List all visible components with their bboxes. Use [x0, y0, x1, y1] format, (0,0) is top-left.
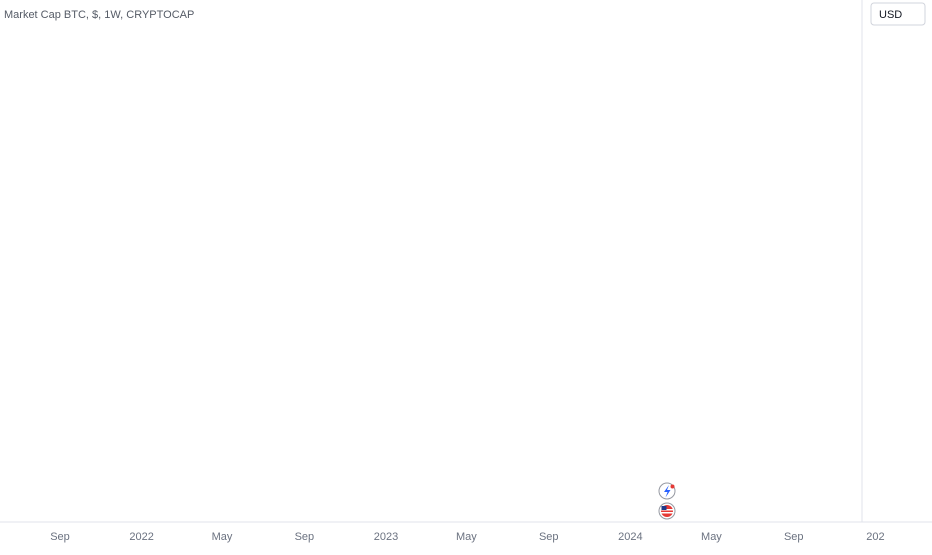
x-tick-label: Sep: [784, 531, 804, 543]
x-tick-label: Sep: [295, 531, 315, 543]
x-tick-label: 2023: [374, 531, 398, 543]
x-tick-label: May: [701, 531, 722, 543]
x-tick-label: 2024: [618, 531, 642, 543]
x-tick-label: 202: [866, 531, 884, 543]
x-tick-label: May: [212, 531, 233, 543]
x-tick-label: Sep: [50, 531, 70, 543]
lightning-event-icon[interactable]: [658, 482, 676, 500]
currency-button[interactable]: USD: [879, 9, 902, 21]
x-tick-label: May: [456, 531, 477, 543]
us-flag-event-icon[interactable]: [658, 502, 676, 520]
x-tick-label: 2022: [129, 531, 153, 543]
x-tick-label: Sep: [539, 531, 559, 543]
chart-title: Market Cap BTC, $, 1W, CRYPTOCAP: [4, 9, 194, 21]
